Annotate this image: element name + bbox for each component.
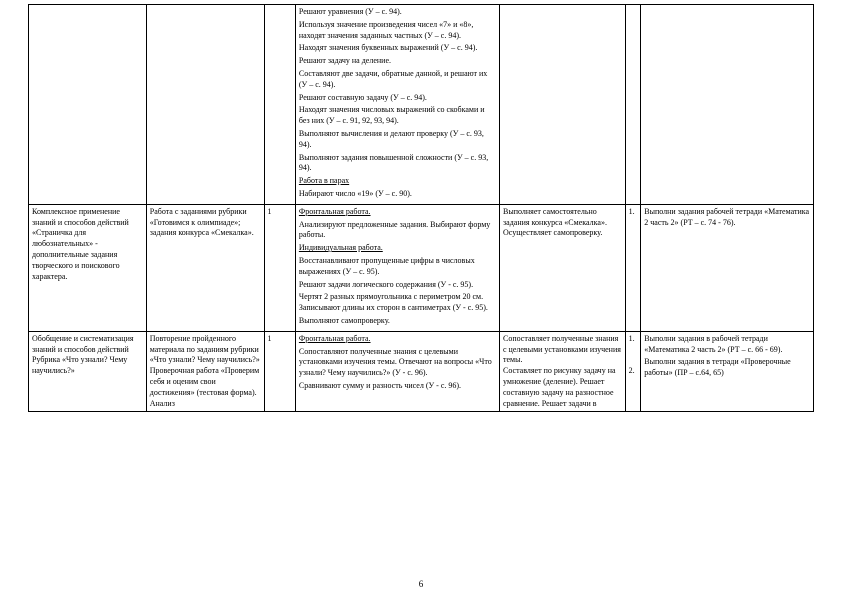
cell-outcomes: Выполняет самостоятельно задания конкурс… — [499, 204, 625, 331]
topic-text: Комплексное применение знаний и способов… — [32, 207, 129, 281]
activity-heading: Работа в парах — [299, 176, 496, 187]
activity-line: Решают задачи логического содержания (У … — [299, 280, 496, 291]
material-text: Работа с заданиями рубрики «Готовимся к … — [150, 207, 254, 238]
activity-line: Решают уравнения (У – с. 94). — [299, 7, 496, 18]
activity-line: Сопоставляют полученные знания с целевым… — [299, 347, 496, 379]
cell-empty — [625, 5, 641, 205]
outcome-text: Выполняет самостоятельно задания конкурс… — [503, 207, 607, 238]
cell-hours — [264, 5, 295, 205]
activity-line: Находят значения буквенных выражений (У … — [299, 43, 496, 54]
cell-outcomes — [499, 5, 625, 205]
homework-item: Выполни задания рабочей тетради «Математ… — [644, 207, 809, 227]
activity-line: Выполняют задания повышенной сложности (… — [299, 153, 496, 175]
activity-line: Решают составную задачу (У – с. 94). — [299, 93, 496, 104]
activity-line: Решают задачу на деление. — [299, 56, 496, 67]
cell-material: Повторение пройденного материала по зада… — [146, 331, 264, 412]
activity-line: Используя значение произведения чисел «7… — [299, 20, 496, 42]
cell-homework: Выполни задания рабочей тетради «Математ… — [641, 204, 814, 331]
activity-heading: Фронтальная работа. — [299, 334, 496, 345]
homework-item: Выполни задания в рабочей тетради «Матем… — [644, 334, 810, 356]
cell-activities: Фронтальная работа. Сопоставляют получен… — [295, 331, 499, 412]
cell-topic — [29, 5, 147, 205]
cell-topic: Комплексное применение знаний и способов… — [29, 204, 147, 331]
activity-line: Находят значения числовых выражений со с… — [299, 105, 496, 127]
activity-heading: Индивидуальная работа. — [299, 243, 496, 254]
cell-hours: 1 — [264, 331, 295, 412]
cell-material — [146, 5, 264, 205]
cell-activities: Решают уравнения (У – с. 94). Используя … — [295, 5, 499, 205]
activity-line: Анализируют предложенные задания. Выбира… — [299, 220, 496, 242]
activity-line: Чертят 2 разных прямоугольника с перимет… — [299, 292, 496, 314]
table-row: Обобщение и систематизация знаний и спос… — [29, 331, 814, 412]
cell-homework — [641, 5, 814, 205]
cell-activities: Фронтальная работа. Анализируют предложе… — [295, 204, 499, 331]
hours-text: 1 — [268, 207, 272, 216]
page-number: 6 — [0, 579, 842, 589]
outcome-text: Сопоставляет полученные знания с целевым… — [503, 334, 621, 408]
activity-line: Восстанавливают пропущенные цифры в числ… — [299, 256, 496, 278]
table-row: Комплексное применение знаний и способов… — [29, 204, 814, 331]
cell-hours: 1 — [264, 204, 295, 331]
activity-line: Сравнивают сумму и разность чисел (У - с… — [299, 381, 496, 392]
cell-outcomes: Сопоставляет полученные знания с целевым… — [499, 331, 625, 412]
cell-num: 1. — [625, 204, 641, 331]
activity-line: Выполняют самопроверку. — [299, 316, 496, 327]
activity-line: Составляют две задачи, обратные данной, … — [299, 69, 496, 91]
cell-num: 1.2. — [625, 331, 641, 412]
activity-line: Выполняют вычисления и делают проверку (… — [299, 129, 496, 151]
cell-homework: Выполни задания в рабочей тетради «Матем… — [641, 331, 814, 412]
table-row: Решают уравнения (У – с. 94). Используя … — [29, 5, 814, 205]
topic-text: Обобщение и систематизация знаний и спос… — [32, 334, 134, 375]
cell-topic: Обобщение и систематизация знаний и спос… — [29, 331, 147, 412]
lesson-plan-table: Решают уравнения (У – с. 94). Используя … — [28, 4, 814, 412]
homework-item: Выполни задания в тетради «Проверочные р… — [644, 357, 810, 379]
activity-line: Набирают число «19» (У – с. 90). — [299, 189, 496, 200]
material-text: Повторение пройденного материала по зада… — [150, 334, 260, 408]
hours-text: 1 — [268, 334, 272, 343]
cell-material: Работа с заданиями рубрики «Готовимся к … — [146, 204, 264, 331]
activity-heading: Фронтальная работа. — [299, 207, 496, 218]
